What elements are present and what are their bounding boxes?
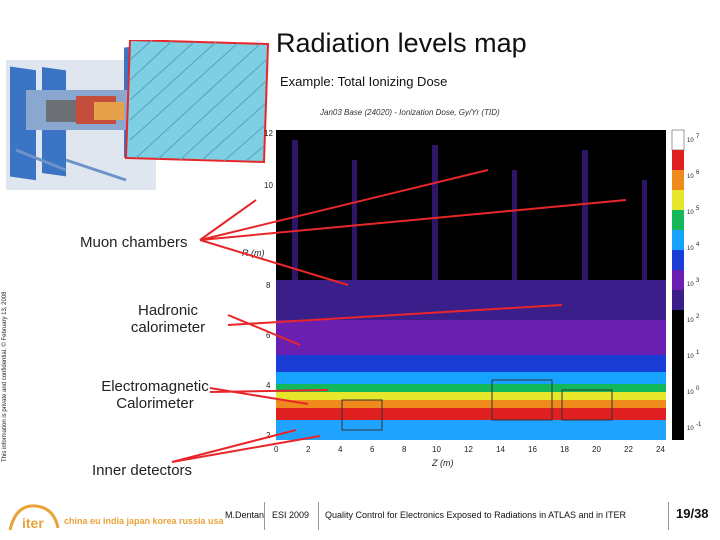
map-header: Jan03 Base (24020) - Ionization Dose, Gy… <box>320 108 500 117</box>
y-tick: 4 <box>266 381 271 390</box>
y-tick: 8 <box>266 281 271 290</box>
radiation-dose-map: 2 4 6 8 10 12 R (m) 0 2 4 6 8 10 12 14 1… <box>242 129 702 468</box>
svg-text:-1: -1 <box>696 422 702 428</box>
svg-text:6: 6 <box>370 445 375 454</box>
slide-title: Radiation levels map <box>276 28 527 58</box>
svg-text:20: 20 <box>592 445 601 454</box>
label-inner-detectors: Inner detectors <box>92 462 193 479</box>
svg-text:2: 2 <box>306 445 311 454</box>
footer-talk-title: Quality Control for Electronics Exposed … <box>325 510 626 520</box>
svg-text:3: 3 <box>696 278 700 284</box>
legend-labels: 107 106 105 104 103 102 101 100 10-1 <box>687 134 702 432</box>
svg-text:18: 18 <box>560 445 569 454</box>
svg-text:16: 16 <box>528 445 537 454</box>
svg-text:10: 10 <box>687 138 694 144</box>
page-number: 19/38 <box>676 506 709 521</box>
svg-text:10: 10 <box>687 354 694 360</box>
label-muon-chambers: Muon chambers <box>80 234 188 251</box>
svg-text:10: 10 <box>432 445 441 454</box>
map-x-axis: 0 2 4 6 8 10 12 14 16 18 20 22 24 Z (m) <box>274 445 665 468</box>
iter-logo: iter <box>8 504 60 531</box>
svg-text:10: 10 <box>687 174 694 180</box>
svg-text:2: 2 <box>696 314 700 320</box>
svg-text:5: 5 <box>696 206 700 212</box>
svg-text:4: 4 <box>696 242 700 248</box>
label-hadronic-calorimeter: Hadronic calorimeter <box>130 302 206 336</box>
svg-text:24: 24 <box>656 445 665 454</box>
partner-countries: china eu india japan korea russia usa <box>64 516 224 526</box>
y-axis-label: R (m) <box>242 248 265 258</box>
svg-text:0: 0 <box>274 445 279 454</box>
y-tick: 10 <box>264 181 273 190</box>
svg-text:14: 14 <box>496 445 505 454</box>
svg-text:iter: iter <box>22 515 44 531</box>
svg-text:1: 1 <box>696 350 700 356</box>
slide-subtitle: Example: Total Ionizing Dose <box>280 74 448 89</box>
label-em-calorimeter: Electromagnetic Calorimeter <box>101 378 209 412</box>
footer-author: M.Dentan <box>225 510 265 520</box>
svg-text:10: 10 <box>687 318 694 324</box>
svg-text:10: 10 <box>687 246 694 252</box>
atlas-detector-illustration <box>6 40 270 190</box>
map-y-axis: 2 4 6 8 10 12 R (m) <box>242 129 273 440</box>
footer <box>0 496 720 540</box>
footer-conference: ESI 2009 <box>272 510 310 520</box>
map-bands <box>276 280 666 440</box>
svg-text:10: 10 <box>687 210 694 216</box>
svg-text:7: 7 <box>696 134 700 140</box>
y-tick: 2 <box>266 431 271 440</box>
x-axis-label: Z (m) <box>431 458 454 468</box>
svg-text:10: 10 <box>687 282 694 288</box>
svg-text:0: 0 <box>696 386 700 392</box>
svg-text:6: 6 <box>696 170 700 176</box>
y-tick: 6 <box>266 331 271 340</box>
y-tick: 12 <box>264 129 273 138</box>
svg-text:8: 8 <box>402 445 407 454</box>
svg-text:12: 12 <box>464 445 473 454</box>
svg-text:22: 22 <box>624 445 633 454</box>
svg-text:10: 10 <box>687 390 694 396</box>
svg-text:4: 4 <box>338 445 343 454</box>
color-legend <box>671 129 685 440</box>
svg-text:10: 10 <box>687 426 694 432</box>
